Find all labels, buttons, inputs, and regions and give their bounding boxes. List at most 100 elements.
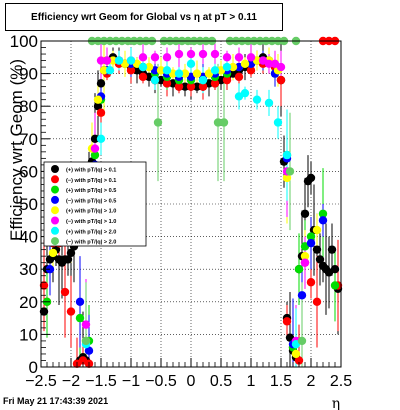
- y-tick-label: 100: [10, 32, 38, 51]
- data-point: [192, 69, 202, 78]
- data-point: [222, 62, 232, 72]
- timestamp: Fri May 21 17:43:39 2021: [3, 396, 109, 406]
- data-point: [210, 49, 220, 59]
- data-point: [318, 216, 328, 225]
- data-point: [93, 95, 103, 104]
- y-tick-label: 70: [19, 130, 38, 149]
- data-point: [300, 258, 310, 267]
- data-point: [291, 349, 301, 359]
- data-point: [126, 56, 136, 65]
- legend-entry: (+) with pT/|q| > 2.0: [66, 229, 116, 235]
- data-point: [312, 245, 322, 254]
- y-tick-label: 40: [19, 228, 38, 247]
- data-point: [315, 255, 325, 264]
- data-point: [162, 79, 172, 88]
- data-point: [198, 75, 208, 85]
- legend-entry: (−) with pT/|q| > 0.1: [66, 178, 116, 184]
- data-point: [96, 108, 106, 117]
- chart-title: Efficiency wrt Geom for Global vs η at p…: [5, 3, 283, 31]
- data-point: [282, 317, 292, 326]
- data-point: [222, 75, 232, 85]
- x-axis-label: η: [332, 396, 340, 410]
- data-point: [306, 278, 316, 287]
- data-point: [96, 134, 106, 143]
- data-point: [228, 62, 238, 72]
- x-tick-label: −0.5: [145, 373, 177, 390]
- data-point: [105, 66, 115, 75]
- x-tick-label: 1.5: [270, 373, 292, 390]
- legend-marker: [51, 195, 59, 204]
- data-point: [312, 225, 322, 235]
- y-tick-label: 50: [19, 195, 38, 214]
- legend-marker: [51, 216, 59, 225]
- data-point: [300, 251, 310, 261]
- data-point: [81, 320, 91, 329]
- data-point: [144, 62, 154, 72]
- data-point: [234, 53, 244, 62]
- legend-marker: [51, 185, 59, 194]
- data-point: [153, 118, 163, 127]
- data-point: [246, 66, 256, 75]
- data-point: [186, 49, 196, 59]
- data-point: [126, 66, 136, 75]
- x-tick-label: 2: [307, 373, 316, 390]
- data-points: [39, 36, 343, 368]
- data-point: [198, 82, 208, 91]
- data-point: [150, 53, 160, 62]
- data-point: [90, 134, 100, 143]
- x-tick-label: −1.5: [85, 373, 117, 390]
- data-point: [156, 66, 166, 75]
- data-point: [282, 150, 292, 160]
- data-point: [60, 287, 70, 297]
- x-tick-label: −2.5: [25, 373, 57, 390]
- legend-marker: [51, 165, 59, 173]
- data-point: [213, 118, 223, 127]
- x-tick-label: 0.5: [210, 373, 232, 390]
- data-point: [162, 66, 172, 75]
- data-point: [66, 248, 76, 258]
- legend-marker: [51, 206, 59, 215]
- y-tick-label: 80: [19, 97, 38, 116]
- data-point: [192, 82, 202, 91]
- axis-ticks: [40, 40, 342, 368]
- data-point: [96, 56, 106, 65]
- legend-entry: (−) with pT/|q| > 0.5: [66, 198, 116, 204]
- y-tick-label: 30: [19, 260, 38, 279]
- legend-box: [43, 161, 147, 247]
- data-point: [264, 59, 274, 69]
- data-point: [180, 69, 190, 78]
- data-point: [276, 75, 286, 85]
- data-point: [39, 307, 49, 316]
- data-point: [81, 336, 91, 346]
- data-point: [138, 53, 148, 62]
- data-point: [162, 53, 172, 62]
- data-point: [330, 281, 340, 290]
- data-point: [174, 69, 184, 78]
- data-point: [306, 173, 316, 183]
- data-point: [312, 297, 322, 306]
- x-tick-labels: −2.5 −2 −1.5 −1 −0.5 0 0.5 1 1.5 2 2.5: [25, 373, 352, 390]
- legend-marker: [51, 237, 59, 246]
- data-point: [108, 56, 118, 65]
- data-point: [210, 79, 220, 88]
- data-point: [174, 82, 184, 91]
- data-point: [93, 102, 103, 111]
- data-point: [90, 150, 100, 160]
- data-point: [300, 209, 310, 218]
- data-point: [306, 232, 316, 241]
- data-point: [240, 88, 250, 98]
- legend-marker: [51, 175, 59, 184]
- data-point: [276, 62, 286, 72]
- data-point: [66, 307, 76, 316]
- y-tick-label: 90: [19, 65, 38, 84]
- legend-entry: (+) with pT/|q| > 1.0: [66, 209, 116, 215]
- data-point: [39, 281, 49, 290]
- legend-entry: (−) with pT/|q| > 1.0: [66, 219, 116, 225]
- data-point: [63, 255, 73, 264]
- data-point: [306, 238, 316, 248]
- data-point: [330, 265, 340, 274]
- data-point: [294, 265, 304, 274]
- data-point: [186, 59, 196, 69]
- x-tick-label: −2: [62, 373, 80, 390]
